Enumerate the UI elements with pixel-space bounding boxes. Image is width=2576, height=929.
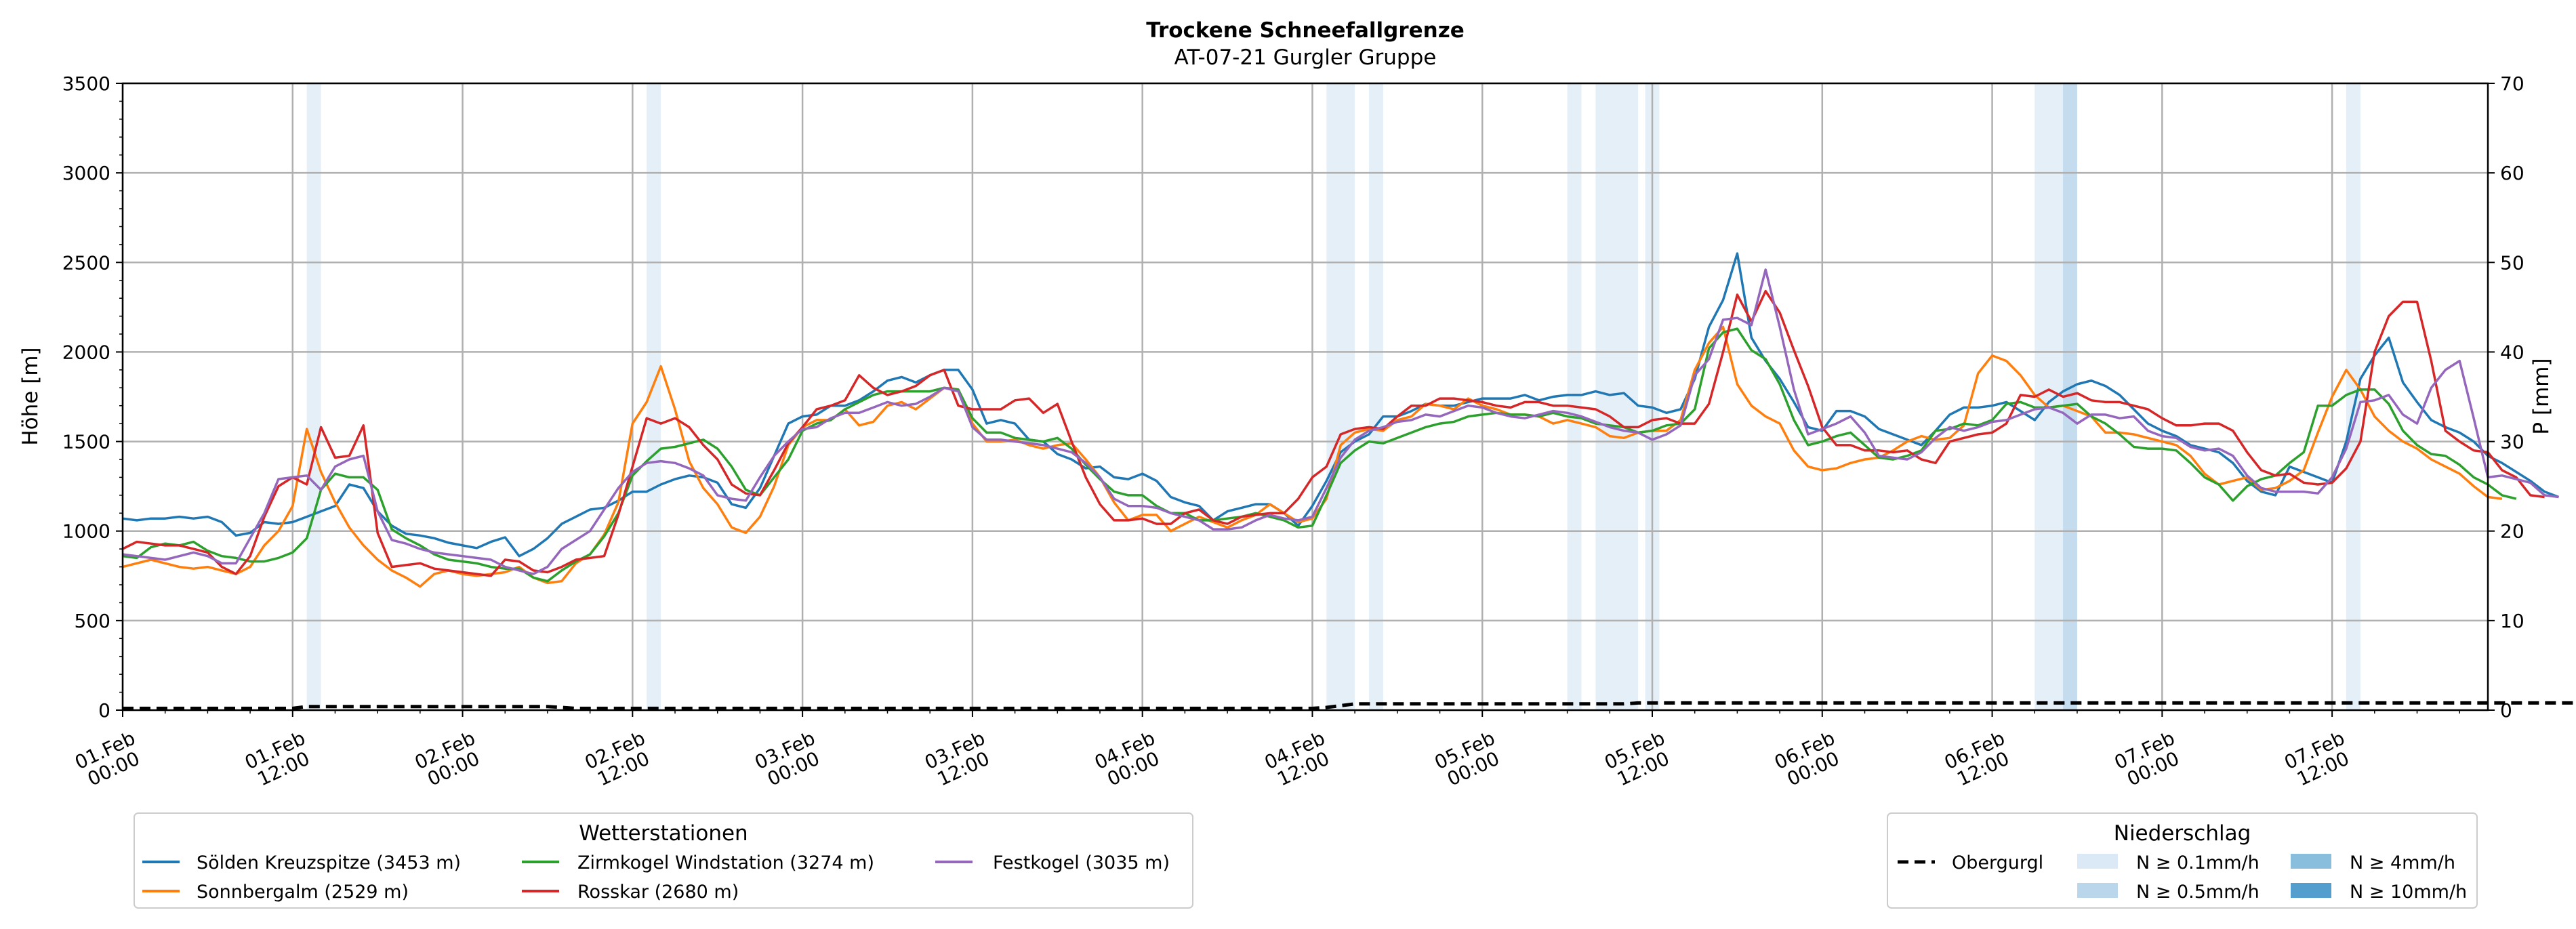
x-tick-label-9: 05.Feb12:00: [1601, 727, 1677, 793]
grid: [121, 82, 2488, 711]
y2-axis-ticks: 0 10 20 30 40 50 60 70: [2488, 73, 2524, 722]
legend-item-sonnbergalm: Sonnbergalm (2529 m): [197, 882, 409, 903]
legend-swatch-n05: [2077, 883, 2118, 898]
legend-stations: Wetterstationen Sölden Kreuzspitze (3453…: [134, 812, 1193, 909]
legend-item-n10: N ≥ 10mm/h: [2350, 882, 2467, 903]
legend-item-soelden: Sölden Kreuzspitze (3453 m): [197, 852, 461, 873]
x-tick-label-3: 02.Feb12:00: [581, 727, 657, 793]
legend-stations-title: Wetterstationen: [579, 821, 748, 846]
y-tick-label-4: 2000: [62, 341, 110, 363]
x-tick-label-4: 03.Feb00:00: [751, 727, 827, 793]
precip-band-3: [1369, 83, 1383, 710]
x-tick-label-2: 02.Feb00:00: [411, 727, 487, 793]
legend-swatch-n4: [2291, 854, 2331, 869]
series-line-0: [122, 252, 2560, 558]
x-tick-label-13: 07.Feb12:00: [2281, 727, 2356, 793]
y-tick-label-1: 500: [75, 610, 110, 632]
x-tick-label-0: 01.Feb00:00: [71, 727, 147, 793]
x-tick-label-8: 05.Feb00:00: [1431, 727, 1507, 793]
y2-tick-label-5: 50: [2500, 251, 2524, 274]
y-axis-label: Höhe [m]: [18, 347, 43, 445]
series-line-3: [122, 289, 2545, 577]
precip-band-0: [306, 83, 321, 710]
precip-band-2: [1326, 83, 1355, 710]
legend-item-n01: N ≥ 0.1mm/h: [2136, 852, 2260, 873]
precip-band-1: [647, 83, 661, 710]
y-tick-label-0: 0: [98, 699, 110, 722]
precip-bands: [306, 83, 2360, 710]
series-line-1: [122, 325, 2503, 588]
legend-swatch-n01: [2077, 854, 2118, 869]
legend-item-zirmkogel: Zirmkogel Windstation (3274 m): [577, 852, 874, 873]
precip-band-4: [1567, 83, 1582, 710]
y-axis-ticks: 0 500 1000 1500 2000 2500 3000 3500: [62, 73, 123, 722]
precip-band-9: [2346, 83, 2360, 710]
x-tick-label-1: 01.Feb12:00: [241, 727, 317, 793]
legend-item-n4: N ≥ 4mm/h: [2350, 852, 2455, 873]
precip-band-8: [2063, 83, 2077, 710]
chart-title: Trockene Schneefallgrenze: [1146, 18, 1465, 43]
plot-frame: [121, 82, 2489, 711]
y2-tick-label-2: 20: [2500, 520, 2524, 543]
y2-tick-label-4: 40: [2500, 341, 2524, 363]
legend-precip: Niederschlag Obergurgl N ≥ 0.1mm/h N ≥ 0…: [1887, 812, 2478, 909]
y2-tick-label-3: 30: [2500, 431, 2524, 453]
y2-tick-label-0: 0: [2500, 699, 2512, 722]
y2-tick-label-7: 70: [2500, 73, 2524, 95]
y2-tick-label-1: 10: [2500, 610, 2524, 632]
y2-axis-label: P [mm]: [2529, 358, 2554, 434]
series-line-2: [122, 327, 2517, 583]
legend-item-festkogel: Festkogel (3035 m): [993, 852, 1170, 873]
x-tick-label-6: 04.Feb00:00: [1091, 727, 1167, 793]
x-tick-label-7: 04.Feb12:00: [1261, 727, 1337, 793]
x-axis-ticks: 01.Feb00:00 01.Feb12:00 02.Feb00:00 02.Feb1…: [71, 710, 2460, 793]
y-tick-label-6: 3000: [62, 162, 110, 184]
x-tick-label-5: 03.Feb12:00: [921, 727, 997, 793]
series-line-4: [122, 268, 2559, 575]
series-lines: [122, 252, 2560, 588]
x-tick-label-12: 07.Feb00:00: [2111, 727, 2187, 793]
legend-item-rosskar: Rosskar (2680 m): [577, 882, 739, 903]
legend-swatch-n10: [2291, 883, 2331, 898]
x-tick-label-11: 06.Feb12:00: [1941, 727, 2017, 793]
y-tick-label-2: 1000: [62, 520, 110, 543]
y-tick-label-3: 1500: [62, 431, 110, 453]
precip-band-5: [1595, 83, 1639, 710]
y2-tick-label-6: 60: [2500, 162, 2524, 184]
legend-item-n05: N ≥ 0.5mm/h: [2136, 882, 2260, 903]
y-tick-label-5: 2500: [62, 251, 110, 274]
y-tick-label-7: 3500: [62, 73, 110, 95]
legend-precip-title: Niederschlag: [2114, 821, 2251, 846]
chart-subtitle: AT-07-21 Gurgler Gruppe: [1174, 45, 1437, 70]
legend-item-obergurgl: Obergurgl: [1952, 852, 2043, 873]
x-tick-label-10: 06.Feb00:00: [1771, 727, 1847, 793]
obergurgl-precip-line: [123, 701, 2573, 710]
